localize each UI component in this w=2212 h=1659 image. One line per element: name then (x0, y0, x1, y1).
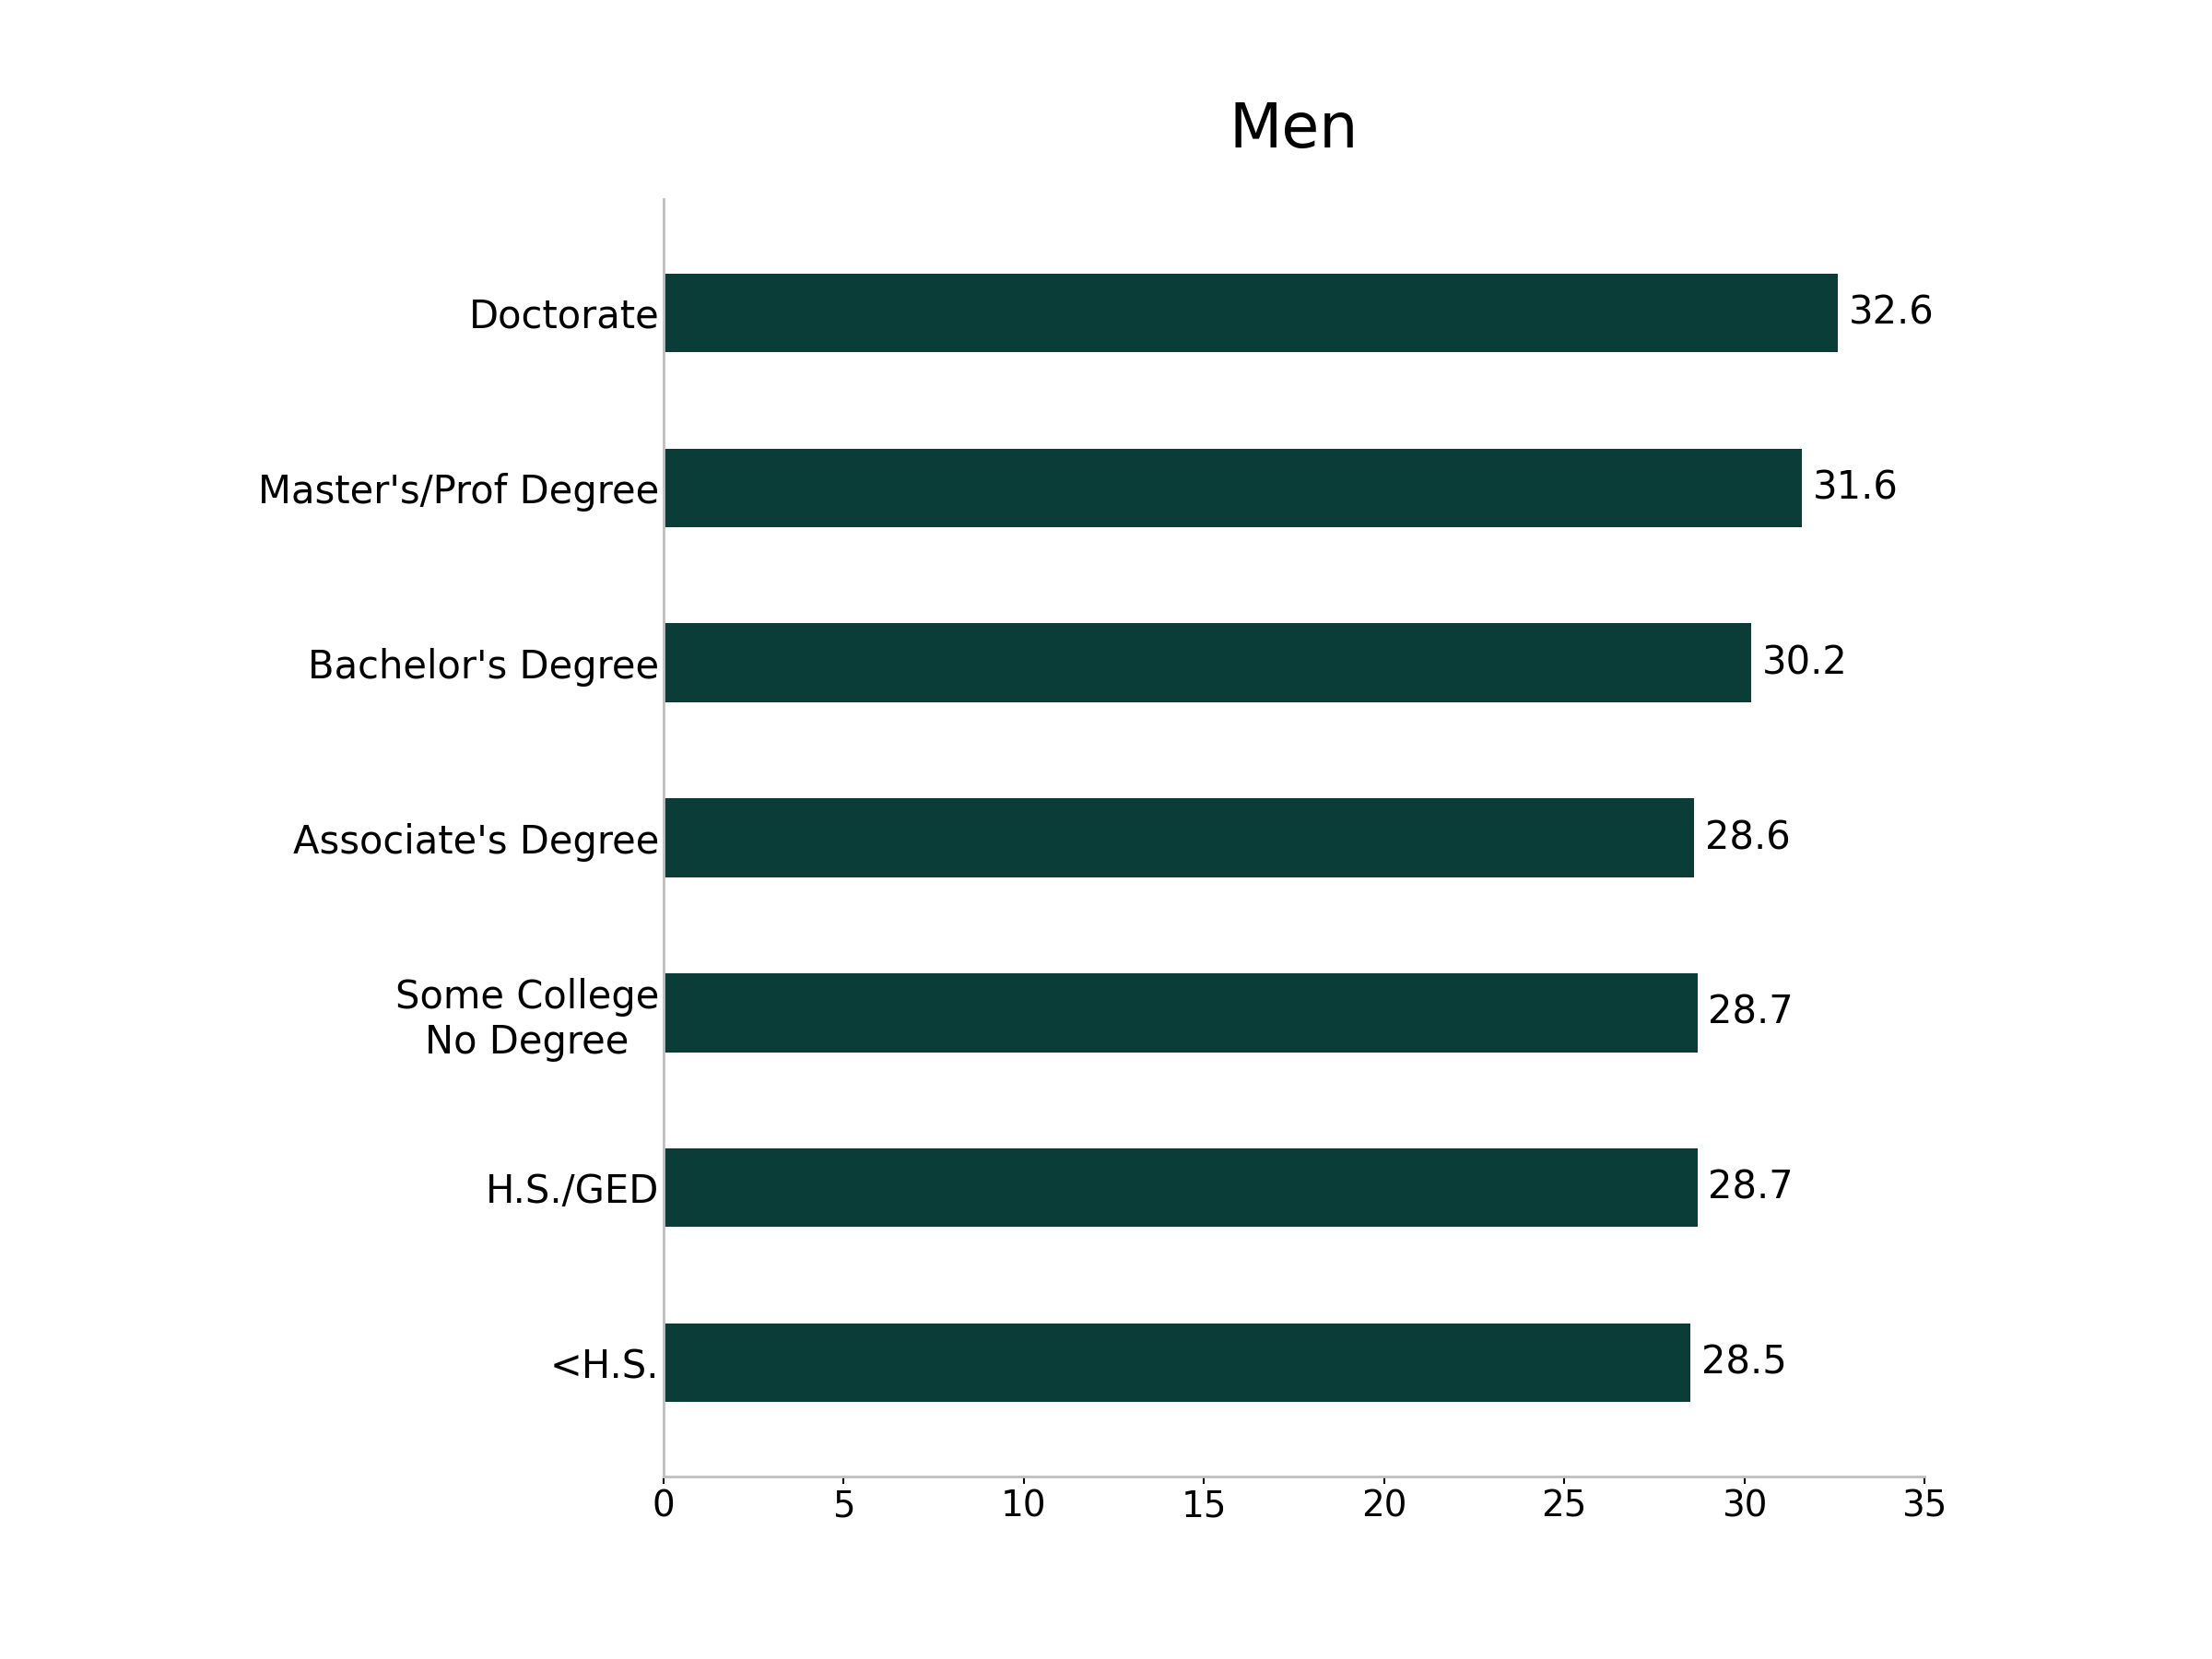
Bar (664, 448, 1803, 528)
Text: 30.2: 30.2 (1763, 644, 1847, 682)
Bar (664, 624, 1752, 702)
Text: 28.7: 28.7 (1708, 994, 1794, 1032)
Text: 28.7: 28.7 (1708, 1168, 1794, 1208)
Bar (664, 1148, 1697, 1228)
Bar (664, 798, 1694, 878)
Title: Men: Men (1230, 100, 1358, 161)
Bar (664, 974, 1697, 1052)
Bar (664, 1324, 1690, 1402)
Bar (664, 274, 1838, 352)
Text: 28.6: 28.6 (1705, 818, 1790, 858)
Text: 32.6: 32.6 (1849, 294, 1933, 332)
Text: 31.6: 31.6 (1814, 468, 1898, 508)
Text: 28.5: 28.5 (1701, 1344, 1787, 1382)
